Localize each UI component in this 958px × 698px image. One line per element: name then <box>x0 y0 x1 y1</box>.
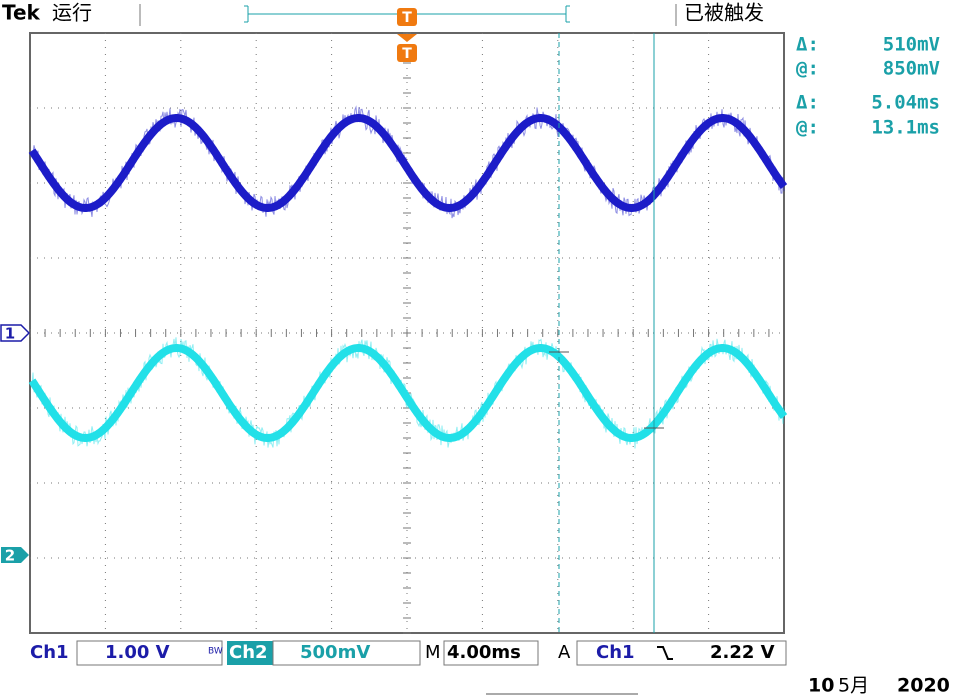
trigger-source: Ch1 <box>596 642 635 663</box>
readout-value: 850mV <box>883 58 940 80</box>
ch1-label: Ch1 <box>30 642 69 663</box>
readout-label: Δ: <box>796 34 819 56</box>
readout-value: 510mV <box>883 34 940 56</box>
ch2-marker <box>1 547 29 563</box>
trigger-arrow <box>397 34 417 42</box>
center-ticks <box>29 32 770 634</box>
ch2-scale: 500mV <box>300 642 370 663</box>
brand: Tek <box>2 1 41 25</box>
graticule <box>29 32 785 634</box>
ch1-marker-label: 1 <box>5 325 15 343</box>
trigger-marker <box>397 44 417 62</box>
readout-label: Δ: <box>796 92 819 114</box>
ch1-waveform <box>28 114 788 212</box>
time-box <box>443 640 539 666</box>
trigger-label: A <box>558 642 571 663</box>
ch2-label-bg <box>227 641 273 665</box>
readouts: Δ: 510mV @: 850mV Δ: 5.04ms @: 13.1ms <box>796 34 940 139</box>
trigger-label: T <box>402 46 412 62</box>
ch1-marker <box>0 324 31 342</box>
trigger-box <box>576 640 787 666</box>
date-year: 2020 <box>897 675 950 697</box>
readout-value: 13.1ms <box>871 117 940 139</box>
ch1-box <box>76 640 223 666</box>
trigger-pos-marker <box>397 8 417 26</box>
footer: Ch1 1.00 V BW Ch2 500mV M 4.00ms A Ch1 2… <box>30 640 950 697</box>
ch2-box <box>272 640 421 666</box>
date-month: 5月 <box>838 675 869 697</box>
ch2-waveform <box>28 344 788 442</box>
readout-value: 5.04ms <box>871 92 940 114</box>
time-scale: 4.00ms <box>447 642 521 663</box>
ch2-label: Ch2 <box>229 642 268 663</box>
trigger-pos-label: T <box>402 10 412 26</box>
trigger-state: 已被触发 <box>684 1 764 25</box>
readout-label: @: <box>796 58 819 80</box>
falling-edge-icon <box>657 646 673 660</box>
date-day: 10 <box>808 675 834 697</box>
ch2-marker-label: 2 <box>5 547 15 565</box>
time-label: M <box>425 642 441 663</box>
ch1-scale: 1.00 V <box>105 642 170 663</box>
header: Tek 运行 已被触发 <box>2 1 764 26</box>
bandwidth: BW <box>208 647 223 657</box>
trigger-level: 2.22 V <box>710 642 775 663</box>
readout-label: @: <box>796 117 819 139</box>
waveforms <box>28 105 788 449</box>
cursor-ticks <box>549 351 664 429</box>
status: 运行 <box>52 1 92 25</box>
